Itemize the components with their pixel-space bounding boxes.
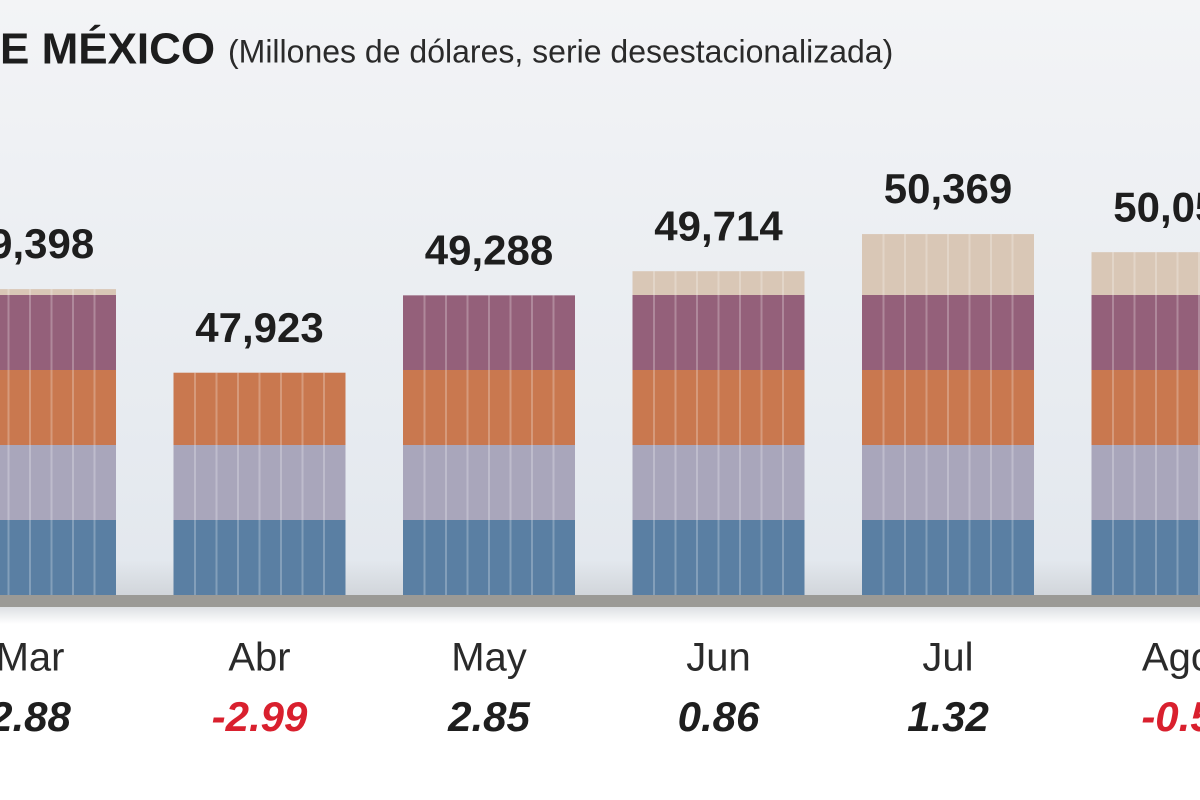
bar — [1091, 252, 1200, 595]
value-label: 49,288 — [425, 226, 553, 273]
chart-title: E MÉXICO — [0, 24, 215, 74]
value-label: 50,050 — [1113, 183, 1200, 230]
bar — [632, 271, 805, 595]
value-label: 49,714 — [654, 202, 783, 249]
x-tick-label: Ago — [1142, 636, 1200, 680]
value-label: 49,398 — [0, 220, 94, 267]
chart-subtitle: (Millones de dólares, serie desestaciona… — [228, 33, 893, 69]
x-tick-label: Jun — [686, 636, 751, 680]
x-tick-label: Abr — [228, 636, 290, 680]
bar — [862, 234, 1034, 595]
bar — [0, 289, 116, 595]
value-label: 47,923 — [195, 304, 323, 351]
x-tick-label: Mar — [0, 636, 64, 680]
value-label: 50,369 — [884, 165, 1012, 212]
change-label: 1.32 — [907, 693, 989, 740]
change-label: 2.88 — [0, 693, 72, 740]
x-tick-label: May — [451, 636, 527, 680]
bar — [173, 372, 346, 595]
ground — [0, 595, 1200, 607]
bar — [403, 295, 575, 595]
change-label: 2.85 — [447, 693, 530, 740]
change-label: 0.86 — [678, 693, 760, 740]
change-label: -0.5 — [1141, 693, 1200, 740]
change-label: -2.99 — [212, 693, 308, 740]
x-tick-label: Jul — [922, 636, 973, 680]
